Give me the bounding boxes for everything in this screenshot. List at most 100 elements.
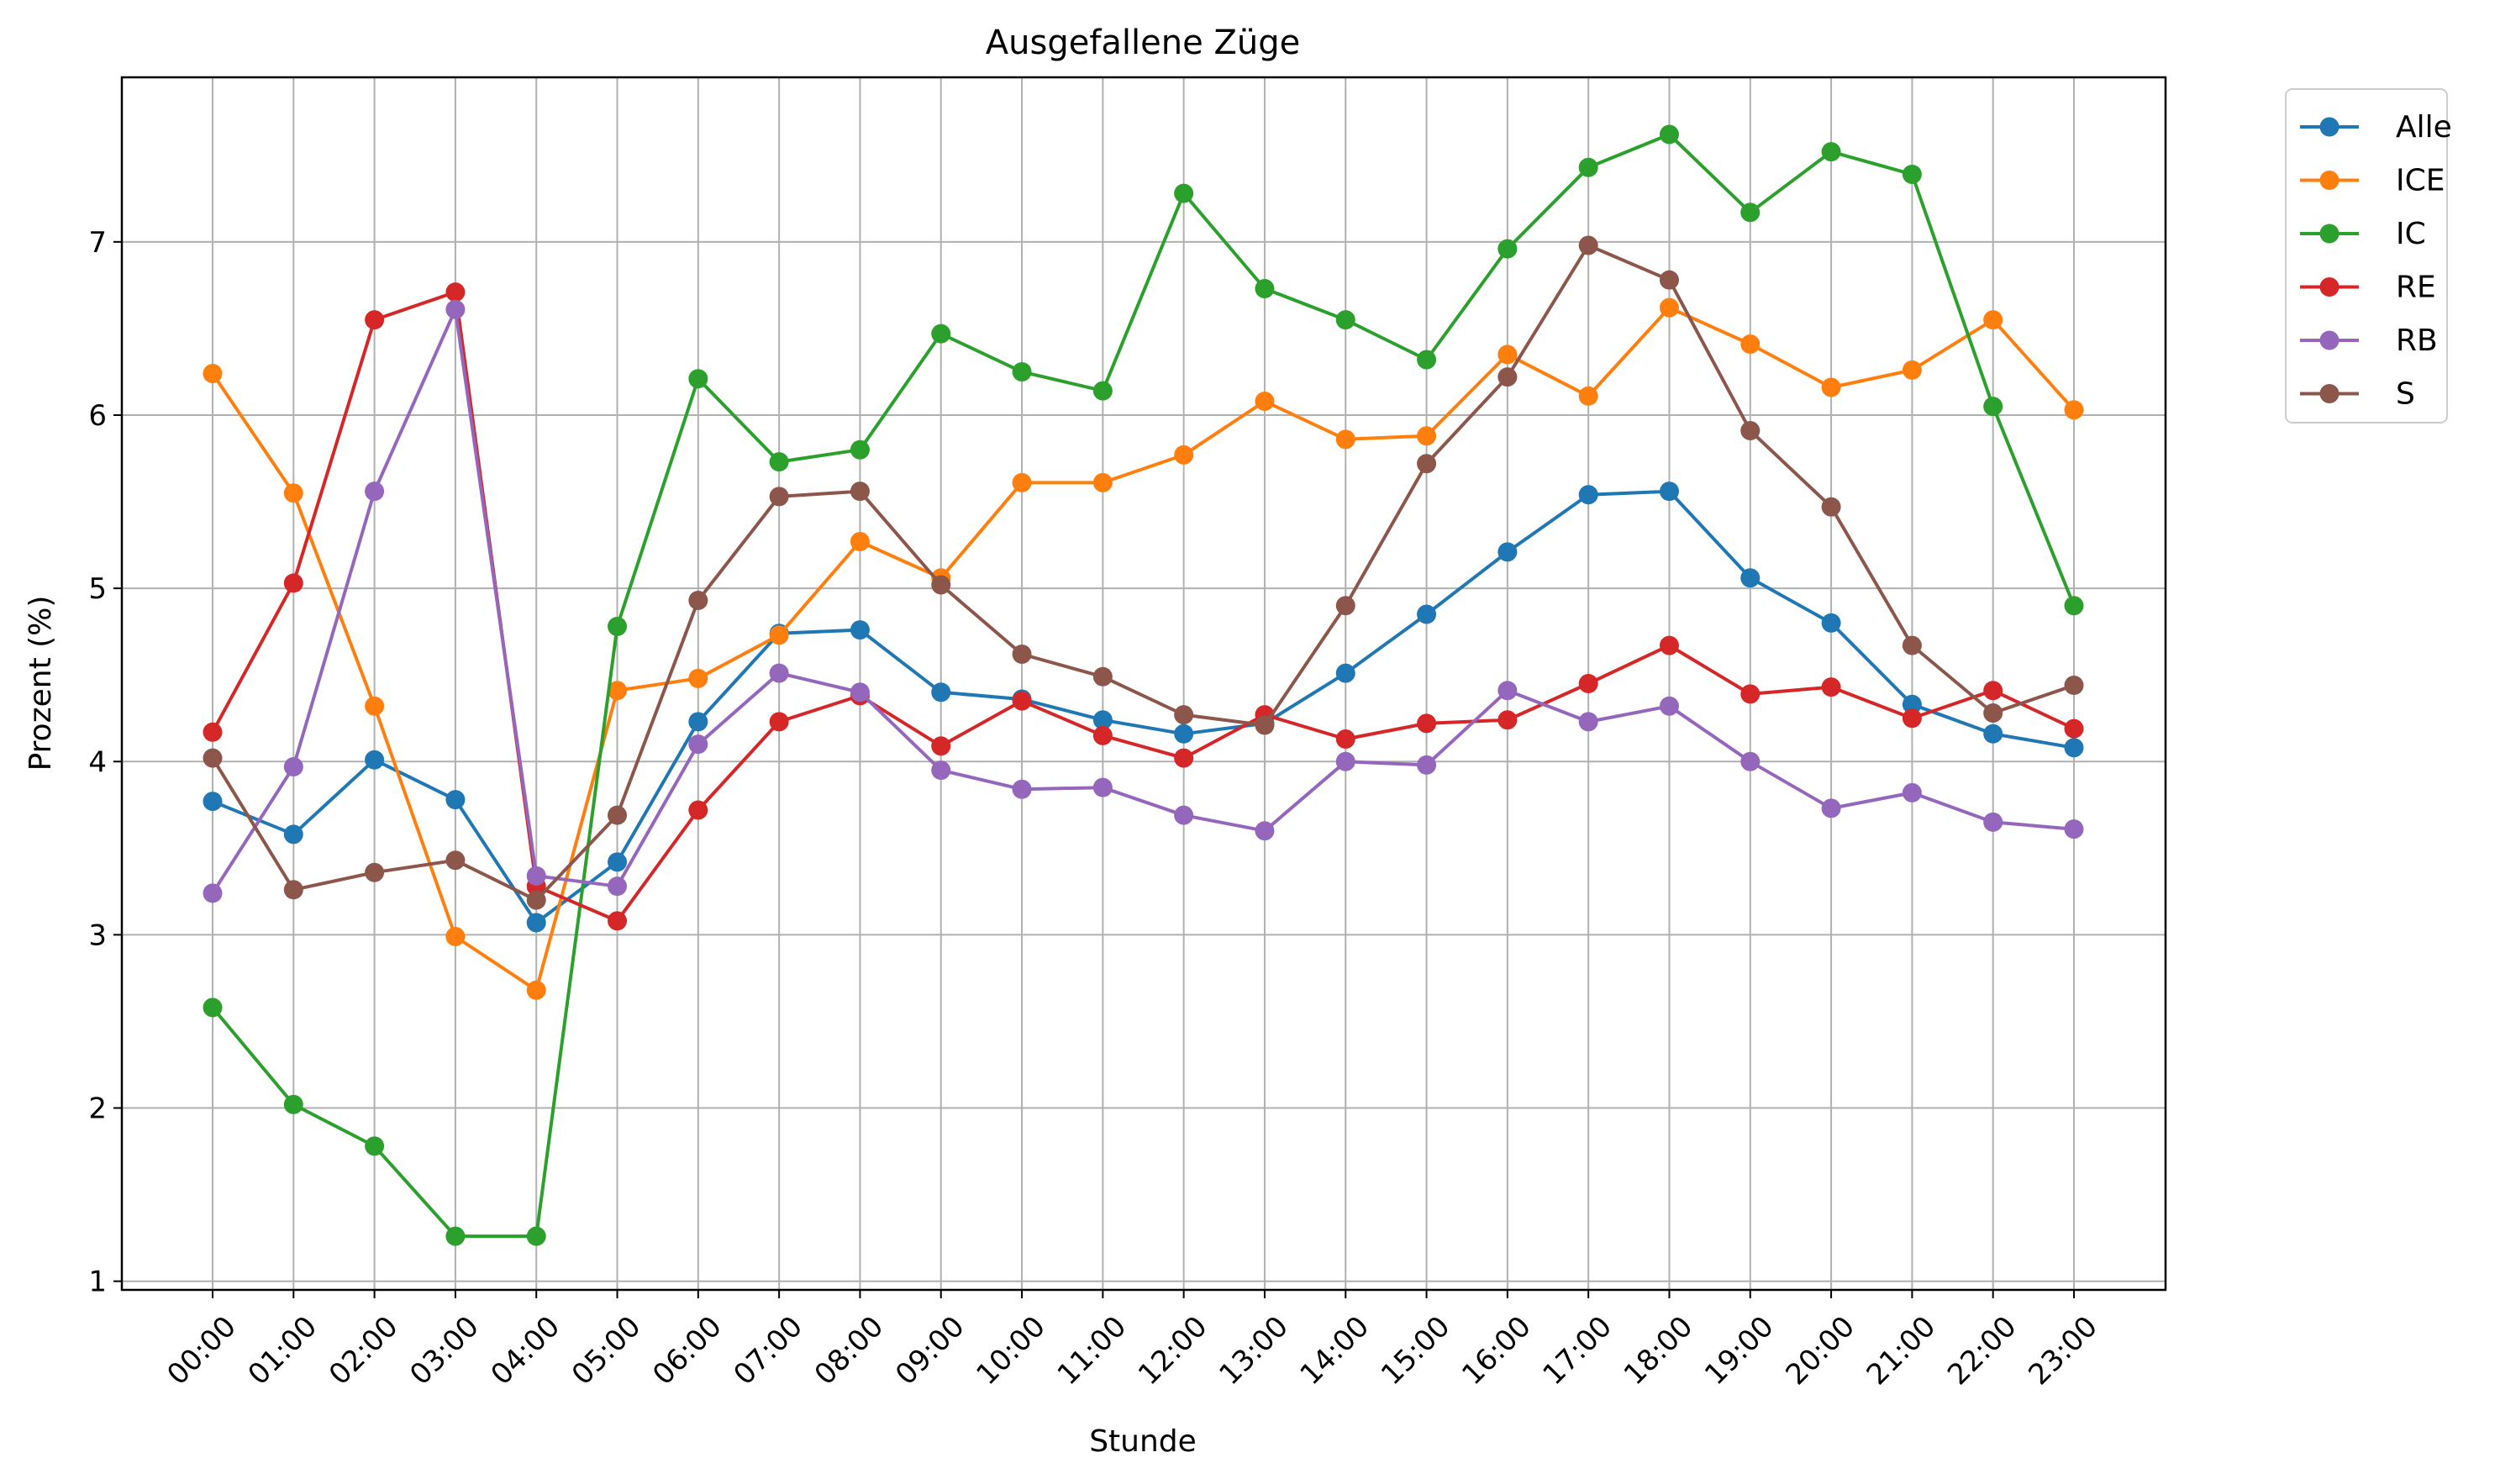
- y-tick-label: 6: [88, 399, 107, 433]
- data-point-ic: [850, 439, 870, 460]
- data-point-rb: [1659, 696, 1679, 716]
- data-point-s: [850, 482, 870, 502]
- data-point-alle: [283, 824, 303, 845]
- data-point-rb: [1417, 755, 1437, 775]
- y-tick-label: 4: [88, 745, 107, 779]
- data-point-s: [365, 862, 385, 882]
- chart-title: Ausgefallene Züge: [986, 24, 1300, 62]
- data-point-rb: [203, 883, 223, 903]
- legend-marker-ice: [2319, 171, 2339, 190]
- series-ice: [203, 297, 2084, 1000]
- data-point-re: [1092, 725, 1113, 745]
- data-point-rb: [1335, 751, 1355, 771]
- data-point-s: [1174, 705, 1194, 725]
- data-point-ic: [1983, 397, 2003, 417]
- y-axis: 1 2 3 4 5 6 7: [88, 226, 122, 1299]
- data-point-s: [1659, 270, 1679, 290]
- series-line-rb: [211, 308, 2075, 894]
- data-point-rb: [1255, 821, 1275, 841]
- data-point-ic: [1497, 239, 1518, 259]
- data-point-re: [203, 722, 223, 742]
- data-point-ice: [526, 980, 546, 1000]
- data-point-ice: [2064, 400, 2084, 420]
- legend-marker-rb: [2319, 330, 2339, 350]
- data-point-s: [1255, 715, 1275, 735]
- data-point-rb: [688, 734, 708, 755]
- data-point-ic: [1417, 350, 1437, 370]
- data-point-ic: [688, 369, 708, 389]
- data-point-ice: [1821, 377, 1841, 397]
- data-point-ice: [1659, 297, 1679, 318]
- data-point-re: [1659, 635, 1679, 655]
- data-point-ice: [445, 926, 466, 946]
- data-point-alle: [1335, 663, 1355, 683]
- data-point-ice: [1740, 334, 1761, 354]
- data-point-ice: [1092, 472, 1113, 492]
- data-point-s: [1012, 644, 1032, 664]
- data-point-s: [1902, 635, 1922, 655]
- data-point-alle: [1821, 613, 1841, 633]
- data-point-s: [526, 890, 546, 910]
- data-point-ic: [365, 1136, 385, 1156]
- series-line-ice: [211, 306, 2076, 992]
- data-point-re: [608, 911, 628, 931]
- data-point-ic: [2064, 596, 2084, 616]
- data-point-rb: [1578, 712, 1598, 732]
- data-point-ic: [769, 452, 789, 472]
- data-point-re: [1578, 674, 1598, 693]
- data-point-re: [769, 712, 789, 732]
- data-point-alle: [1497, 542, 1518, 562]
- data-point-re: [688, 800, 708, 820]
- series-rb: [203, 299, 2084, 903]
- data-point-ice: [1983, 310, 2003, 330]
- data-point-rb: [1902, 782, 1922, 803]
- data-point-re: [1174, 748, 1194, 768]
- data-point-re: [1821, 677, 1841, 697]
- data-point-s: [931, 575, 951, 595]
- data-point-ice: [769, 625, 789, 645]
- data-point-alle: [445, 790, 466, 810]
- y-tick-label: 5: [88, 572, 107, 606]
- data-point-s: [445, 850, 466, 871]
- data-point-ice: [1497, 345, 1518, 365]
- data-point-alle: [1092, 710, 1113, 730]
- data-point-ic: [1255, 278, 1275, 298]
- data-point-rb: [1740, 751, 1761, 771]
- data-point-s: [1578, 235, 1598, 255]
- data-point-s: [1821, 497, 1841, 517]
- data-point-re: [1740, 684, 1761, 704]
- series-line-alle: [212, 489, 2075, 924]
- plot-frame: [120, 76, 2167, 1292]
- data-point-re: [445, 282, 466, 303]
- data-point-re: [1012, 691, 1032, 711]
- data-point-ice: [850, 531, 870, 551]
- data-point-rb: [445, 299, 466, 319]
- data-point-ice: [365, 696, 385, 716]
- data-point-ice: [203, 364, 223, 384]
- data-point-ic: [1821, 142, 1841, 162]
- data-point-rb: [1012, 779, 1032, 799]
- data-point-alle: [1983, 724, 2003, 744]
- data-point-rb: [931, 760, 951, 781]
- data-point-alle: [1902, 694, 1922, 714]
- data-point-ice: [1174, 445, 1194, 465]
- data-point-ice: [1012, 472, 1032, 492]
- data-point-re: [931, 736, 951, 756]
- data-point-re: [283, 573, 303, 593]
- data-point-ic: [526, 1226, 546, 1246]
- data-point-ic: [1659, 124, 1679, 145]
- data-point-rb: [1821, 798, 1841, 818]
- data-point-ic: [203, 997, 223, 1018]
- data-point-alle: [608, 852, 628, 872]
- data-point-re: [1335, 729, 1355, 749]
- data-point-s: [1497, 367, 1518, 387]
- data-point-s: [1335, 596, 1355, 616]
- data-point-ice: [1417, 426, 1437, 446]
- data-point-s: [203, 748, 223, 768]
- series-s: [203, 235, 2084, 910]
- data-point-re: [1417, 713, 1437, 734]
- data-point-re: [1983, 681, 2003, 701]
- data-point-re: [1497, 710, 1518, 730]
- data-point-ice: [688, 668, 708, 688]
